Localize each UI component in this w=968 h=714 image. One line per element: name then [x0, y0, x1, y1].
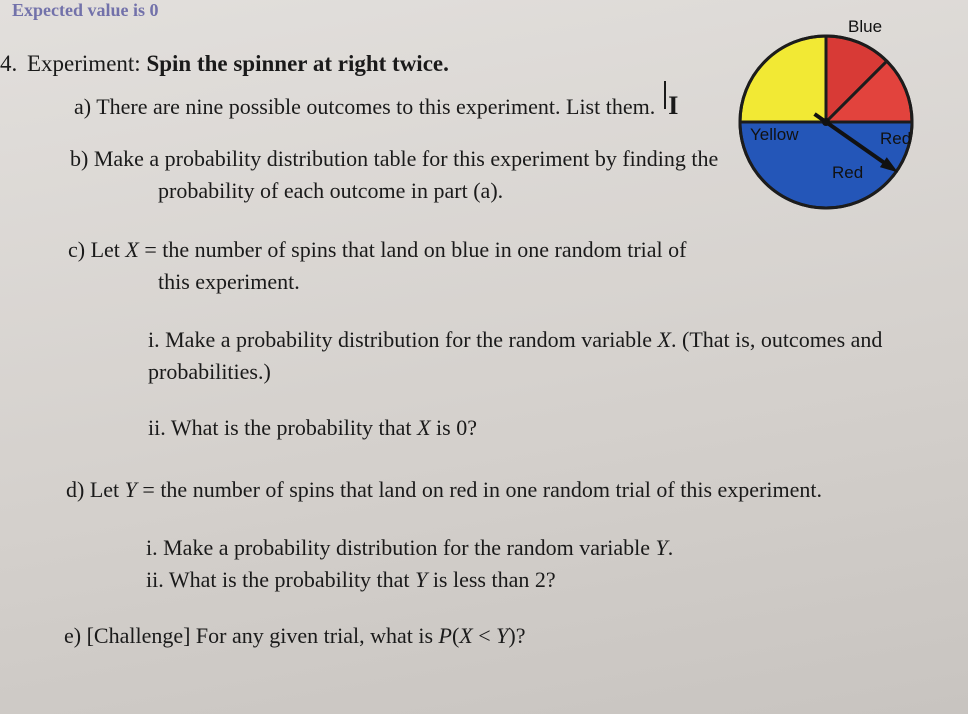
question-number: 4. [0, 51, 21, 76]
part-c-line2: this experiment. [68, 266, 948, 298]
part-a-text: a) There are nine possible outcomes to t… [74, 94, 655, 119]
part-c-i-line1: i. Make a probability distribution for t… [148, 327, 882, 352]
part-c-line1: c) Let X = the number of spins that land… [68, 237, 687, 262]
page-root: Expected value is 0 4. Experiment: Spin … [0, 0, 968, 714]
text-cursor-icon: I [666, 87, 678, 125]
spinner-hub [822, 118, 830, 126]
spinner-label-yellow: Yellow [750, 125, 799, 144]
part-c-i-line2: probabilities.) [148, 359, 271, 384]
part-b-line1: b) Make a probability distribution table… [70, 146, 718, 171]
part-a: a) There are nine possible outcomes to t… [0, 87, 714, 125]
spinner-diagram: Blue Yellow Red Red [728, 14, 944, 214]
part-d-ii: ii. What is the probability that Y is le… [0, 564, 948, 596]
spinner-label-blue: Blue [848, 17, 882, 36]
part-c-ii: ii. What is the probability that X is 0? [0, 412, 948, 444]
spinner-label-red2: Red [880, 129, 911, 148]
part-b: b) Make a probability distribution table… [0, 143, 750, 207]
part-e: e) [Challenge] For any given trial, what… [0, 620, 948, 652]
part-d-line1: d) Let Y = the number of spins that land… [66, 477, 822, 502]
stem-bold: Spin the spinner at right twice. [146, 51, 448, 76]
part-c-ii-text: ii. What is the probability that X is 0? [148, 415, 477, 440]
stem-prefix: Experiment: [27, 51, 141, 76]
part-d-i: i. Make a probability distribution for t… [0, 532, 948, 564]
part-d-ii-text: ii. What is the probability that Y is le… [146, 567, 556, 592]
part-d: d) Let Y = the number of spins that land… [0, 474, 948, 506]
part-e-text: e) [Challenge] For any given trial, what… [64, 623, 526, 648]
spinner-svg: Blue Yellow Red Red [728, 14, 944, 214]
part-c-i: i. Make a probability distribution for t… [0, 324, 948, 388]
spinner-label-red1: Red [832, 163, 863, 182]
part-b-line2: probability of each outcome in part (a). [70, 175, 750, 207]
part-c: c) Let X = the number of spins that land… [0, 234, 948, 298]
part-d-i-text: i. Make a probability distribution for t… [146, 535, 673, 560]
